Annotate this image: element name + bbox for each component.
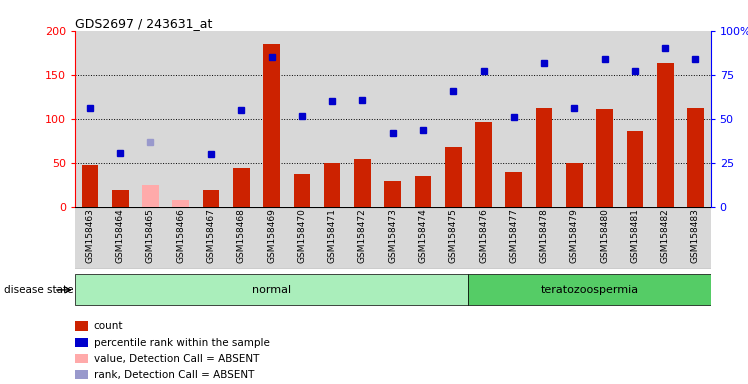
Bar: [317, 207, 347, 269]
Bar: [657, 63, 673, 207]
Bar: [257, 207, 286, 269]
Text: disease state: disease state: [4, 285, 73, 295]
Text: GSM158483: GSM158483: [691, 209, 700, 263]
Text: value, Detection Call = ABSENT: value, Detection Call = ABSENT: [94, 354, 259, 364]
Bar: [506, 172, 522, 207]
Bar: [257, 31, 286, 207]
Bar: [560, 31, 589, 207]
Bar: [112, 190, 129, 207]
Bar: [589, 31, 620, 207]
Bar: [438, 207, 468, 269]
Bar: [499, 207, 529, 269]
Bar: [650, 207, 681, 269]
Bar: [263, 44, 280, 207]
Text: GSM158476: GSM158476: [479, 209, 488, 263]
Bar: [378, 207, 408, 269]
Bar: [589, 207, 620, 269]
Bar: [468, 274, 711, 306]
Text: GSM158470: GSM158470: [298, 209, 307, 263]
Bar: [105, 31, 135, 207]
Text: GSM158477: GSM158477: [509, 209, 518, 263]
Bar: [596, 109, 613, 207]
Bar: [142, 185, 159, 207]
Bar: [681, 31, 711, 207]
Bar: [650, 31, 681, 207]
Bar: [687, 108, 704, 207]
Text: GSM158479: GSM158479: [570, 209, 579, 263]
Bar: [620, 31, 650, 207]
Bar: [226, 207, 257, 269]
Bar: [347, 31, 378, 207]
Text: GSM158465: GSM158465: [146, 209, 155, 263]
Bar: [173, 200, 189, 207]
Bar: [536, 108, 553, 207]
Bar: [233, 167, 250, 207]
Bar: [378, 31, 408, 207]
Bar: [468, 207, 499, 269]
Bar: [414, 177, 432, 207]
Text: GSM158467: GSM158467: [206, 209, 215, 263]
Bar: [135, 207, 165, 269]
Bar: [475, 122, 492, 207]
Text: percentile rank within the sample: percentile rank within the sample: [94, 338, 269, 348]
Bar: [286, 207, 317, 269]
Text: GSM158472: GSM158472: [358, 209, 367, 263]
Text: GSM158475: GSM158475: [449, 209, 458, 263]
Text: normal: normal: [252, 285, 291, 295]
Text: GSM158474: GSM158474: [418, 209, 427, 263]
Bar: [627, 131, 643, 207]
Bar: [196, 207, 226, 269]
Bar: [165, 207, 196, 269]
Text: GSM158481: GSM158481: [631, 209, 640, 263]
Bar: [468, 31, 499, 207]
Text: GSM158473: GSM158473: [388, 209, 397, 263]
Bar: [196, 31, 226, 207]
Text: GSM158478: GSM158478: [539, 209, 548, 263]
Text: count: count: [94, 321, 123, 331]
Bar: [286, 31, 317, 207]
Bar: [324, 163, 340, 207]
Bar: [75, 274, 468, 306]
Bar: [408, 207, 438, 269]
Bar: [226, 31, 257, 207]
Bar: [560, 207, 589, 269]
Text: GSM158469: GSM158469: [267, 209, 276, 263]
Text: GSM158464: GSM158464: [116, 209, 125, 263]
Bar: [203, 190, 219, 207]
Bar: [681, 207, 711, 269]
Text: GSM158466: GSM158466: [177, 209, 186, 263]
Bar: [293, 174, 310, 207]
Bar: [82, 165, 98, 207]
Text: rank, Detection Call = ABSENT: rank, Detection Call = ABSENT: [94, 370, 254, 380]
Bar: [354, 159, 371, 207]
Bar: [317, 31, 347, 207]
Text: GSM158463: GSM158463: [85, 209, 94, 263]
Text: GSM158471: GSM158471: [328, 209, 337, 263]
Text: teratozoospermia: teratozoospermia: [541, 285, 639, 295]
Bar: [75, 31, 105, 207]
Bar: [438, 31, 468, 207]
Bar: [105, 207, 135, 269]
Text: GSM158480: GSM158480: [600, 209, 609, 263]
Bar: [529, 31, 560, 207]
Bar: [135, 31, 165, 207]
Bar: [384, 181, 401, 207]
Bar: [620, 207, 650, 269]
Bar: [445, 147, 462, 207]
Bar: [75, 207, 105, 269]
Text: GSM158482: GSM158482: [660, 209, 669, 263]
Text: GSM158468: GSM158468: [237, 209, 246, 263]
Bar: [529, 207, 560, 269]
Bar: [347, 207, 378, 269]
Bar: [165, 31, 196, 207]
Bar: [408, 31, 438, 207]
Text: GDS2697 / 243631_at: GDS2697 / 243631_at: [75, 17, 212, 30]
Bar: [499, 31, 529, 207]
Bar: [566, 163, 583, 207]
